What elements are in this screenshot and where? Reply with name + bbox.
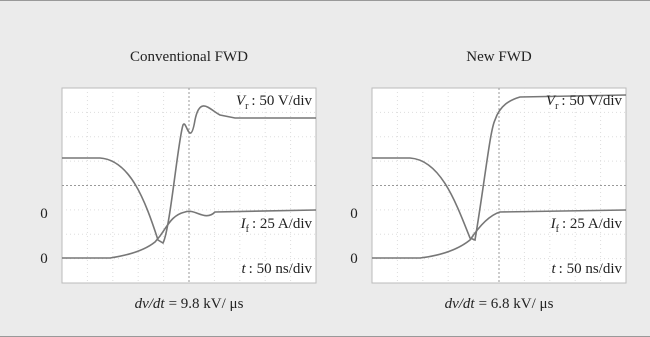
scale: : 50 V/div <box>561 93 622 109</box>
scale: : 25 A/div <box>562 216 623 232</box>
figure: Conventional FWDVr: 50 V/divIf: 25 A/div… <box>0 0 650 337</box>
caption: dv/dt= 6.8 kV/ μs <box>445 296 554 312</box>
zero-label: 0 <box>350 206 358 222</box>
value: = 6.8 kV/ μs <box>479 296 554 312</box>
symbol: dv/dt <box>135 296 166 312</box>
symbol: dv/dt <box>445 296 476 312</box>
panel-title: Conventional FWD <box>130 49 248 65</box>
caption: dv/dt= 9.8 kV/ μs <box>135 296 244 312</box>
scale: : 25 A/div <box>252 216 313 232</box>
panel-title: New FWD <box>466 49 532 65</box>
trace-label: t: 50 ns/div <box>551 261 622 277</box>
trace-label: t: 50 ns/div <box>241 261 312 277</box>
scale: : 50 V/div <box>251 93 312 109</box>
zero-label: 0 <box>40 206 48 222</box>
zero-label: 0 <box>40 251 48 267</box>
zero-label: 0 <box>350 251 358 267</box>
value: = 9.8 kV/ μs <box>169 296 244 312</box>
scale: : 50 ns/div <box>559 261 623 277</box>
scale: : 50 ns/div <box>249 261 313 277</box>
